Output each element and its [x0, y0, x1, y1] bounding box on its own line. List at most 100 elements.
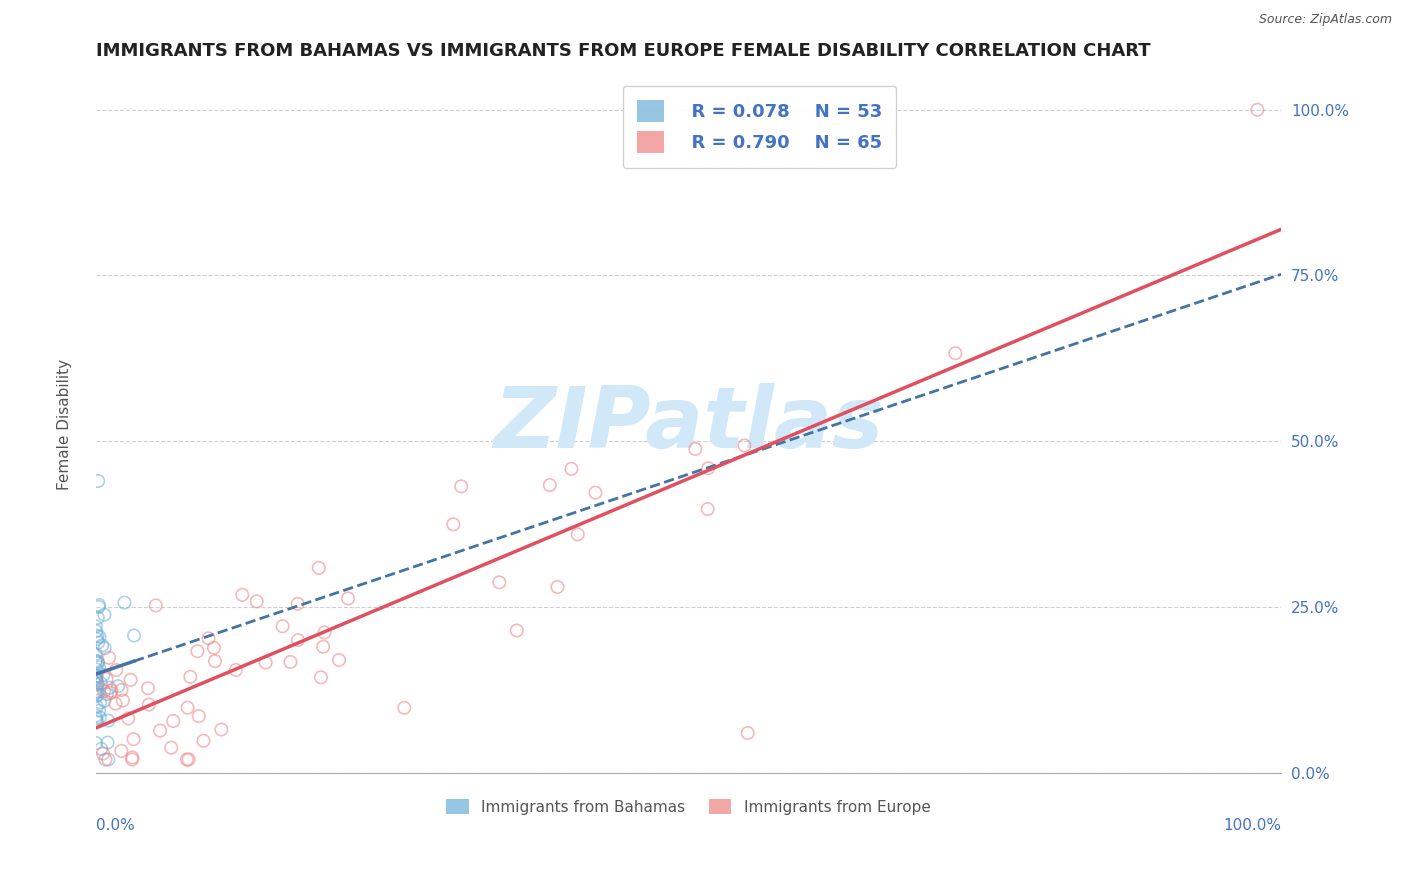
Point	[98, 650, 121, 665]
Point	[84, 672, 107, 686]
Point	[337, 591, 360, 606]
Point	[89, 630, 111, 644]
Point	[271, 619, 294, 633]
Point	[84, 655, 107, 669]
Point	[107, 679, 129, 693]
Text: Source: ZipAtlas.com: Source: ZipAtlas.com	[1258, 13, 1392, 27]
Point	[87, 660, 110, 674]
Point	[308, 561, 330, 575]
Point	[111, 693, 134, 707]
Point	[93, 684, 115, 698]
Point	[86, 685, 108, 699]
Point	[309, 670, 332, 684]
Point	[112, 596, 135, 610]
Point	[86, 699, 108, 714]
Point	[287, 633, 309, 648]
Point	[197, 632, 219, 646]
Point	[209, 723, 232, 737]
Point	[87, 655, 110, 669]
Point	[87, 688, 110, 702]
Point	[84, 671, 107, 685]
Point	[567, 527, 589, 541]
Point	[87, 599, 110, 614]
Point	[87, 635, 110, 649]
Point	[160, 740, 183, 755]
Point	[538, 478, 561, 492]
Point	[93, 668, 115, 682]
Point	[84, 736, 107, 750]
Point	[202, 640, 225, 655]
Point	[84, 647, 107, 661]
Point	[91, 638, 114, 652]
Point	[488, 575, 510, 590]
Point	[110, 744, 132, 758]
Point	[104, 697, 127, 711]
Point	[97, 752, 120, 766]
Point	[105, 663, 128, 677]
Point	[110, 683, 132, 698]
Point	[177, 752, 200, 766]
Point	[97, 714, 120, 728]
Point	[122, 628, 145, 642]
Point	[84, 671, 107, 685]
Point	[328, 653, 350, 667]
Text: IMMIGRANTS FROM BAHAMAS VS IMMIGRANTS FROM EUROPE FEMALE DISABILITY CORRELATION : IMMIGRANTS FROM BAHAMAS VS IMMIGRANTS FR…	[96, 42, 1150, 60]
Point	[697, 461, 720, 475]
Point	[100, 683, 122, 698]
Point	[162, 714, 184, 728]
Point	[89, 710, 111, 724]
Point	[84, 624, 107, 639]
Point	[100, 686, 122, 700]
Point	[231, 588, 253, 602]
Point	[187, 709, 209, 723]
Point	[89, 696, 111, 710]
Point	[547, 580, 569, 594]
Point	[93, 694, 115, 708]
Point	[145, 599, 167, 613]
Point	[287, 597, 309, 611]
Point	[176, 700, 198, 714]
Point	[506, 624, 529, 638]
Point	[84, 712, 107, 726]
Point	[560, 462, 582, 476]
Point	[136, 681, 159, 696]
Point	[87, 598, 110, 612]
Point	[450, 479, 472, 493]
Point	[84, 619, 107, 633]
Point	[84, 669, 107, 683]
Point	[96, 672, 118, 686]
Point	[84, 654, 107, 668]
Point	[87, 474, 110, 488]
Point	[98, 681, 121, 695]
Point	[117, 711, 139, 725]
Point	[84, 673, 107, 688]
Point	[93, 607, 115, 622]
Point	[179, 670, 201, 684]
Point	[84, 708, 107, 723]
Point	[84, 681, 107, 696]
Point	[90, 676, 112, 690]
Point	[394, 700, 416, 714]
Point	[91, 747, 114, 761]
Point	[84, 686, 107, 700]
Point	[120, 673, 142, 687]
Point	[87, 611, 110, 625]
Point	[86, 632, 108, 646]
Point	[186, 644, 208, 658]
Point	[86, 663, 108, 677]
Point	[312, 640, 335, 654]
Point	[1246, 103, 1268, 117]
Point	[225, 663, 247, 677]
Point	[280, 655, 302, 669]
Text: 0.0%: 0.0%	[96, 818, 135, 833]
Point	[246, 594, 269, 608]
Point	[685, 442, 707, 456]
Text: ZIPatlas: ZIPatlas	[494, 384, 883, 467]
Point	[696, 502, 718, 516]
Point	[314, 625, 336, 640]
Text: 100.0%: 100.0%	[1223, 818, 1281, 833]
Point	[84, 690, 107, 704]
Point	[149, 723, 172, 738]
Point	[87, 657, 110, 671]
Point	[733, 438, 755, 452]
